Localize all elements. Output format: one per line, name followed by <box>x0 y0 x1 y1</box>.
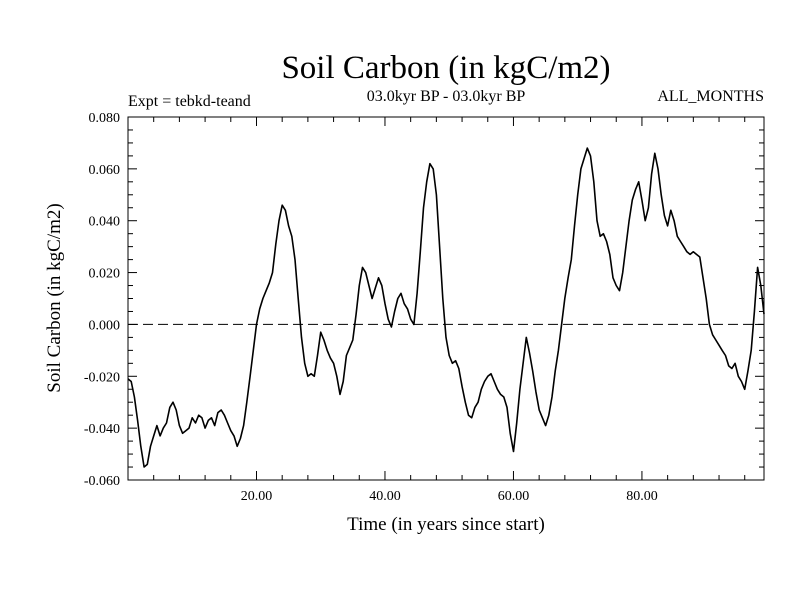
y-tick-label: -0.040 <box>84 422 120 437</box>
y-tick-label: 0.020 <box>89 267 121 282</box>
y-tick-label: -0.060 <box>84 474 120 489</box>
plot-frame <box>127 116 765 481</box>
x-tick-label: 40.00 <box>369 489 401 504</box>
months-label: ALL_MONTHS <box>657 88 764 105</box>
y-tick-label: -0.020 <box>84 370 120 385</box>
x-tick-label: 80.00 <box>626 489 658 504</box>
x-axis-label: Time (in years since start) <box>347 514 545 535</box>
y-tick-label: 0.000 <box>89 318 121 333</box>
x-tick-label: 20.00 <box>241 489 273 504</box>
y-tick-label: 0.080 <box>89 111 121 126</box>
x-tick-labels: 20.00 40.00 60.00 80.00 <box>241 489 658 504</box>
chart-title: Soil Carbon (in kgC/m2) <box>281 50 610 86</box>
y-tick-labels: -0.060 -0.040 -0.020 0.000 0.020 0.040 0.060 0.… <box>84 111 120 489</box>
y-axis-label: Soil Carbon (in kgC/m2) <box>44 203 65 392</box>
x-tick-label: 60.00 <box>498 489 530 504</box>
y-tick-label: 0.040 <box>89 215 121 230</box>
experiment-label: Expt = tebkd-teand <box>128 93 251 110</box>
period-label: 03.0kyr BP - 03.0kyr BP <box>367 88 526 105</box>
tick-marks <box>128 116 764 481</box>
soil-carbon-series-line <box>127 147 765 468</box>
y-tick-label: 0.060 <box>89 163 121 178</box>
